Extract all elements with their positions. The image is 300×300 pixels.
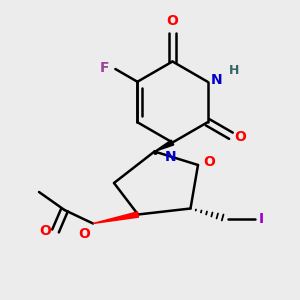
Text: H: H [229,64,239,77]
Text: O: O [203,155,215,169]
Polygon shape [93,212,139,224]
Polygon shape [154,140,174,152]
Text: N: N [165,150,177,164]
Text: N: N [211,73,223,87]
Text: O: O [167,14,178,28]
Text: F: F [100,61,109,74]
Text: O: O [39,224,51,238]
Text: O: O [78,226,90,241]
Text: O: O [235,130,246,144]
Text: I: I [259,212,264,226]
